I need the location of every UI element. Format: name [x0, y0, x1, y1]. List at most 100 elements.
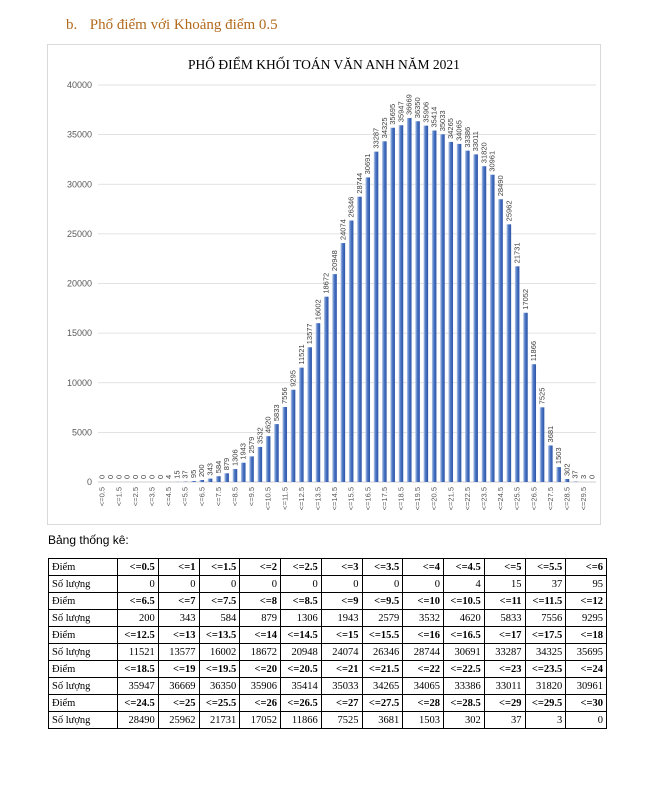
score-cell: <=11	[483, 592, 526, 610]
bar	[299, 367, 304, 482]
score-cell: <=10	[402, 592, 444, 610]
bar-data-label: 15	[172, 471, 181, 479]
count-cell: 0	[320, 575, 363, 593]
bar-data-label: 0	[147, 475, 156, 479]
count-cell: 35947	[117, 677, 159, 695]
count-cell: 35906	[239, 677, 281, 695]
bar	[498, 199, 503, 482]
bar	[556, 467, 561, 482]
score-cell: <=19	[157, 660, 200, 678]
x-tick-label: <=18.5	[396, 487, 405, 510]
count-cell: 302	[443, 711, 485, 729]
section-heading: b. Phổ điểm với Khoảng điểm 0.5	[66, 17, 278, 34]
bar	[216, 476, 221, 482]
score-cell: <=4.5	[443, 558, 485, 576]
count-cell: 24074	[320, 643, 363, 661]
bar	[473, 154, 478, 482]
bar-data-label: 35033	[438, 110, 447, 131]
count-cell: 17052	[239, 711, 281, 729]
stats-count-row: Số lượng 28490 25962 21731 17052 11866 7525 368…	[48, 711, 607, 729]
count-cell: 37	[524, 575, 567, 593]
y-tick-label: 40000	[67, 80, 92, 90]
bar-data-label: 1306	[230, 449, 239, 466]
bar	[257, 446, 263, 482]
bar-data-label: 5833	[272, 404, 281, 421]
bar-data-label: 9295	[289, 370, 298, 387]
bar	[323, 296, 329, 482]
y-axis-ticks: 0 5000 10000 15000 20000 25000 30000 35000 40000	[67, 80, 92, 487]
score-cell: <=21	[320, 660, 363, 678]
bar-data-label: 0	[123, 475, 132, 479]
bar-data-label: 37	[181, 470, 190, 478]
bar-data-label: 16002	[313, 299, 322, 320]
count-cell: 200	[117, 609, 159, 627]
bar	[423, 125, 429, 483]
bar	[448, 141, 454, 483]
bar-data-label: 31820	[479, 142, 488, 163]
score-cell: <=14	[239, 626, 281, 644]
count-cell: 33386	[443, 677, 485, 695]
count-cell: 16002	[198, 643, 241, 661]
bar-data-label: 4620	[264, 416, 273, 433]
x-tick-label: <=12.5	[297, 487, 306, 510]
x-tick-label: <=27.5	[546, 487, 555, 510]
bar-data-label: 25962	[504, 200, 513, 221]
count-cell: 36350	[198, 677, 241, 695]
score-cell: <=6	[565, 558, 607, 576]
count-cell: 20948	[280, 643, 322, 661]
x-tick-label: <=29.5	[579, 487, 588, 510]
score-cell: <=20	[239, 660, 281, 678]
bar-data-label: 0	[131, 475, 140, 479]
count-cell: 0	[280, 575, 322, 593]
score-cell: <=26	[239, 694, 281, 712]
stats-score-row: Điểm <=12.5 <=13 <=13.5 <=14 <=14.5 <=15 <=15.5…	[48, 626, 607, 644]
x-tick-label: <=4.5	[164, 487, 173, 506]
score-cell: <=22.5	[443, 660, 485, 678]
row-label-count: Số lượng	[48, 609, 118, 627]
row-label-count: Số lượng	[48, 677, 118, 695]
bar-data-label: 34325	[380, 117, 389, 138]
score-cell: <=7	[157, 592, 200, 610]
y-tick-label: 0	[87, 477, 92, 487]
bar	[365, 177, 371, 482]
x-tick-label: <=1.5	[114, 487, 123, 506]
count-cell: 34065	[402, 677, 444, 695]
stats-count-row: Số lượng 35947 36669 36350 35906 35414 35033 34…	[48, 677, 607, 695]
score-cell: <=26.5	[280, 694, 322, 712]
score-cell: <=20.5	[280, 660, 322, 678]
y-tick-label: 5000	[72, 427, 92, 437]
bar	[481, 166, 487, 482]
score-cell: <=25	[157, 694, 200, 712]
bar	[548, 445, 553, 482]
count-cell: 584	[198, 609, 241, 627]
bar-data-label: 0	[106, 475, 115, 479]
score-cell: <=24.5	[117, 694, 159, 712]
row-label-count: Số lượng	[48, 575, 118, 593]
x-tick-label: <=22.5	[463, 487, 472, 510]
bar	[332, 274, 337, 482]
bar	[191, 481, 196, 482]
x-tick-label: <=15.5	[347, 487, 356, 510]
stats-table: Điểm <=0.5 <=1 <=1.5 <=2 <=2.5 <=3 <=3.5 <=4 <=4.…	[48, 558, 607, 729]
count-cell: 34265	[361, 677, 404, 695]
score-cell: <=12.5	[117, 626, 159, 644]
score-cell: <=27.5	[361, 694, 404, 712]
bar-data-labels: 0 0 0 0 0 0 0 0 4 15 37 95 200 343 584 879 1306 1943 25793…	[98, 94, 597, 479]
x-tick-label: <=26.5	[529, 487, 538, 510]
x-tick-label: <=9.5	[247, 487, 256, 506]
count-cell: 4	[443, 575, 485, 593]
row-label-score: Điểm	[48, 694, 118, 712]
bar-data-label: 2579	[247, 437, 256, 454]
bar	[340, 243, 346, 482]
chart-canvas: PHỔ ĐIỂM KHỐI TOÁN VĂN ANH NĂM 2021 0 500…	[67, 57, 597, 510]
score-cell: <=17.5	[524, 626, 567, 644]
y-tick-label: 10000	[67, 378, 92, 388]
bar-data-label: 13577	[305, 323, 314, 344]
count-cell: 2579	[361, 609, 404, 627]
count-cell: 13577	[157, 643, 200, 661]
bar	[431, 130, 437, 482]
bar	[207, 478, 213, 482]
score-cell: <=14.5	[280, 626, 322, 644]
count-cell: 31820	[524, 677, 567, 695]
row-label-score: Điểm	[48, 592, 118, 610]
